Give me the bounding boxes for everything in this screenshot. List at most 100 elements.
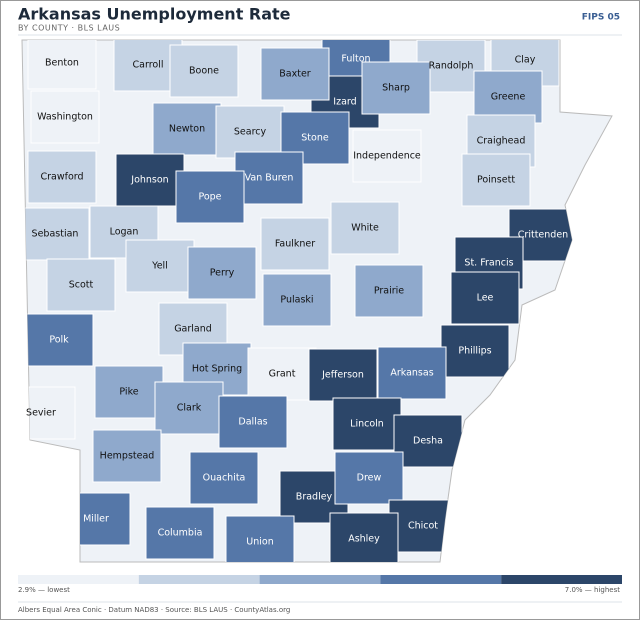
county-label: Pulaski [280, 295, 313, 306]
county-label: Grant [269, 369, 296, 380]
county [262, 273, 332, 327]
county [330, 201, 400, 255]
county-label: Garland [174, 324, 212, 335]
county-label: Scott [69, 280, 94, 291]
county [187, 246, 257, 300]
county-label: Crittenden [518, 230, 568, 241]
county-label: Pope [198, 192, 221, 203]
county-label: Prairie [374, 286, 404, 297]
county-label: Polk [49, 335, 69, 346]
county-label: Lincoln [350, 419, 384, 430]
county-label: Columbia [158, 528, 203, 539]
county-label: Jefferson [321, 370, 364, 381]
legend [18, 575, 622, 584]
badge: FIPS 05 [582, 13, 620, 23]
county-label: Craighead [477, 136, 526, 147]
county-label: Yell [151, 261, 168, 272]
county-label: Randolph [429, 61, 474, 72]
county-label: Drew [357, 473, 382, 484]
county [125, 239, 195, 293]
county-label: Lee [477, 293, 494, 304]
county [393, 414, 463, 468]
county [377, 346, 447, 400]
county-label: Stone [301, 133, 329, 144]
county-label: Perry [210, 268, 235, 279]
county-label: Carroll [133, 60, 164, 71]
county-label: Sevier [26, 408, 56, 419]
county [354, 264, 424, 318]
county [334, 451, 404, 505]
county [30, 90, 100, 144]
county-label: Pike [119, 387, 138, 398]
county [169, 44, 239, 98]
county-label: Sebastian [32, 229, 79, 240]
county-label: Van Buren [245, 173, 294, 184]
county [46, 258, 116, 312]
county [473, 70, 543, 124]
county [152, 102, 222, 156]
county [260, 217, 330, 271]
county-label: Benton [45, 58, 79, 69]
county [308, 348, 378, 402]
county-label: Faulkner [275, 239, 315, 250]
county-label: Izard [333, 97, 356, 108]
counties [22, 40, 578, 562]
legend-swatch [259, 575, 381, 584]
county-label: Logan [110, 227, 139, 238]
county [440, 324, 510, 378]
county-label: Johnson [130, 175, 168, 186]
county [329, 512, 399, 562]
county-label: Sharp [382, 83, 410, 94]
county [218, 395, 288, 449]
county-label: Phillips [458, 346, 491, 357]
county-label: Greene [491, 92, 526, 103]
county-label: Hempstead [100, 451, 155, 462]
county-label: Washington [37, 112, 93, 123]
county-label: Hot Spring [192, 364, 242, 375]
county-label: White [351, 223, 379, 234]
county-label: Crawford [40, 172, 83, 183]
county-label: Arkansas [390, 368, 433, 379]
county [27, 40, 97, 90]
county [92, 429, 162, 483]
county-label: Newton [169, 124, 205, 135]
county [234, 151, 304, 205]
county-label: Ouachita [203, 473, 246, 484]
county-label: Union [246, 537, 273, 548]
legend-low: 2.9% — lowest [18, 586, 70, 594]
county-label: Ashley [348, 534, 380, 545]
county [115, 153, 185, 207]
county-label: Fulton [341, 54, 370, 65]
legend-swatch [18, 575, 139, 584]
county-label: Searcy [234, 127, 267, 138]
county [352, 129, 422, 183]
legend-swatch [138, 575, 260, 584]
county-label: Independence [353, 151, 421, 162]
county [24, 313, 94, 367]
county-label: Boone [189, 66, 219, 77]
county [450, 271, 520, 325]
county [361, 61, 431, 115]
legend-swatch [501, 575, 622, 584]
legend-swatch [380, 575, 502, 584]
county-label: Dallas [238, 417, 267, 428]
footer-note: Albers Equal Area Conic · Datum NAD83 · … [18, 606, 290, 614]
county [461, 153, 531, 207]
county [225, 515, 295, 562]
subtitle: BY COUNTY · BLS LAUS [18, 24, 120, 33]
county [175, 170, 245, 224]
county-label: Clark [177, 403, 202, 414]
county [145, 506, 215, 560]
county [22, 207, 90, 261]
county-label: Poinsett [477, 175, 515, 186]
county-labels: Benton Carroll Boone Fulton Izard Baxter Rando… [26, 54, 568, 548]
county [22, 386, 76, 440]
county [189, 451, 259, 505]
county-label: Baxter [279, 69, 311, 80]
county-label: Bradley [296, 492, 333, 503]
county [215, 105, 285, 159]
county-label: Chicot [408, 521, 438, 532]
county [247, 347, 317, 401]
